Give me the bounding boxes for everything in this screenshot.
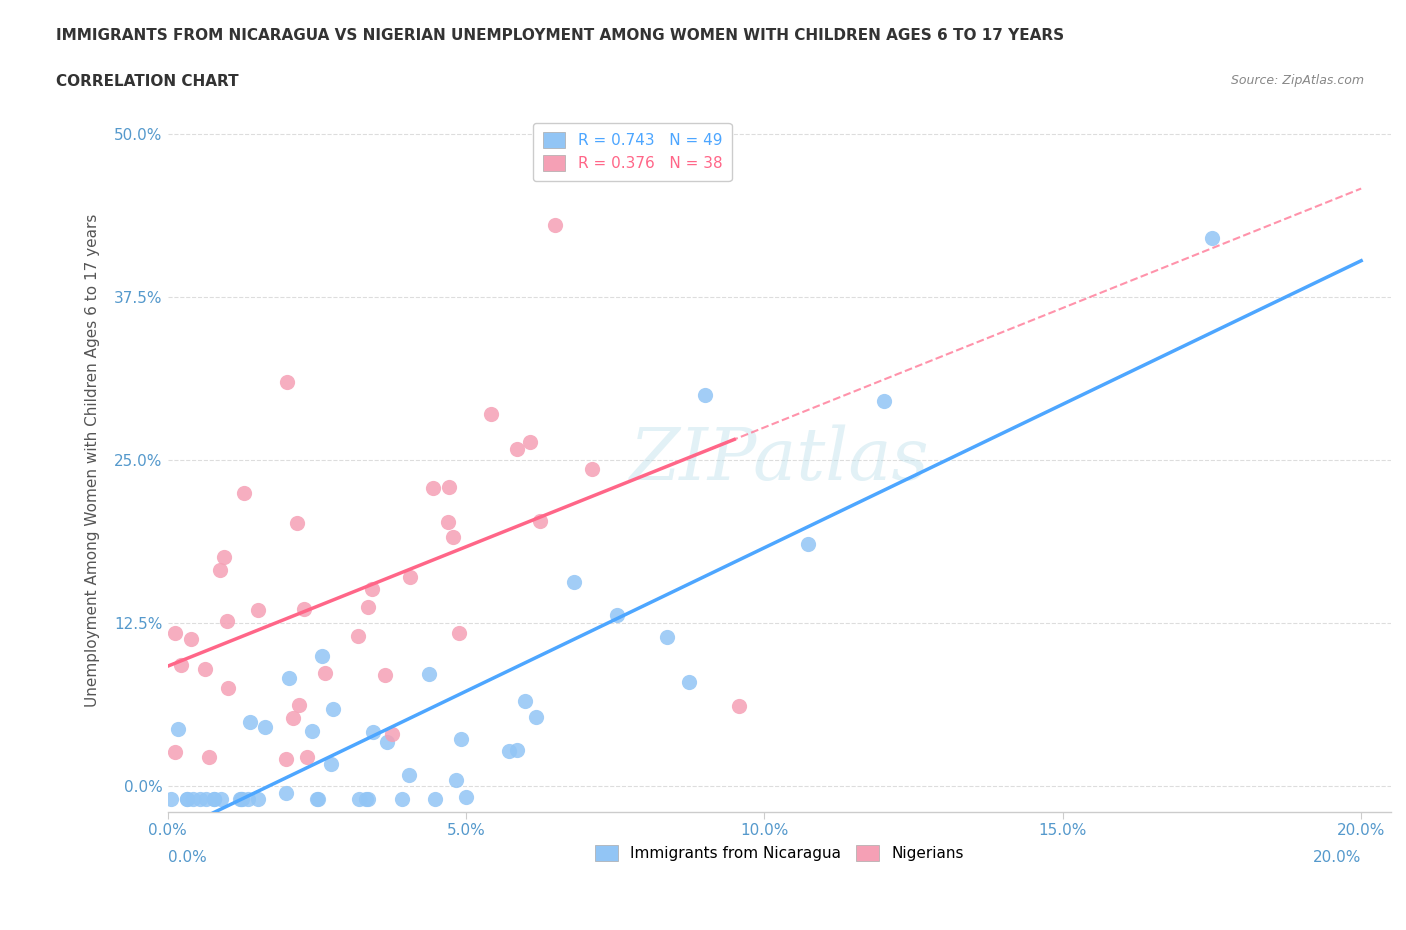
Point bbox=[456, 790, 478, 804]
Point bbox=[239, 715, 262, 730]
Point bbox=[418, 666, 440, 681]
Point bbox=[209, 791, 232, 806]
Point bbox=[441, 530, 464, 545]
Point bbox=[231, 791, 253, 806]
Point bbox=[1201, 231, 1223, 246]
Point bbox=[513, 693, 536, 708]
Point bbox=[285, 516, 308, 531]
Point bbox=[437, 515, 460, 530]
Point bbox=[314, 666, 336, 681]
Point bbox=[159, 791, 181, 806]
Legend: Immigrants from Nicaragua, Nigerians: Immigrants from Nicaragua, Nigerians bbox=[589, 839, 970, 868]
Point bbox=[197, 750, 219, 764]
Point bbox=[562, 575, 585, 590]
Point bbox=[228, 791, 250, 806]
Point bbox=[194, 661, 217, 676]
Point bbox=[422, 481, 444, 496]
Point bbox=[439, 480, 461, 495]
Point bbox=[444, 773, 467, 788]
Point bbox=[361, 581, 384, 596]
Point bbox=[181, 791, 204, 806]
Point bbox=[247, 603, 270, 618]
Point bbox=[276, 374, 298, 389]
Point bbox=[274, 751, 297, 766]
Point bbox=[278, 671, 301, 685]
Point bbox=[657, 630, 679, 644]
Text: Source: ZipAtlas.com: Source: ZipAtlas.com bbox=[1230, 74, 1364, 87]
Point bbox=[347, 629, 370, 644]
Text: CORRELATION CHART: CORRELATION CHART bbox=[56, 74, 239, 89]
Point bbox=[354, 791, 377, 806]
Point bbox=[208, 563, 231, 578]
Point bbox=[357, 599, 380, 614]
Point bbox=[247, 791, 270, 806]
Point bbox=[544, 218, 567, 232]
Text: IMMIGRANTS FROM NICARAGUA VS NIGERIAN UNEMPLOYMENT AMONG WOMEN WITH CHILDREN AGE: IMMIGRANTS FROM NICARAGUA VS NIGERIAN UN… bbox=[56, 28, 1064, 43]
Point bbox=[449, 626, 471, 641]
Point bbox=[398, 767, 420, 782]
Point bbox=[212, 550, 235, 565]
Point bbox=[349, 791, 371, 806]
Point bbox=[873, 393, 896, 408]
Point bbox=[202, 791, 225, 806]
Point bbox=[176, 791, 198, 806]
Point bbox=[163, 625, 186, 640]
Point bbox=[450, 732, 472, 747]
Point bbox=[254, 720, 277, 735]
Point bbox=[170, 658, 193, 672]
Point bbox=[311, 649, 333, 664]
Point bbox=[180, 631, 202, 646]
Point bbox=[229, 791, 252, 806]
Point bbox=[217, 613, 239, 628]
Point bbox=[529, 513, 551, 528]
Point bbox=[232, 485, 254, 500]
Point bbox=[217, 681, 239, 696]
Point bbox=[524, 710, 547, 724]
Point bbox=[195, 791, 218, 806]
Point bbox=[166, 722, 188, 737]
Point bbox=[307, 791, 329, 806]
Point bbox=[398, 569, 420, 584]
Point bbox=[188, 791, 211, 806]
Text: 20.0%: 20.0% bbox=[1313, 850, 1361, 866]
Point bbox=[381, 726, 404, 741]
Point bbox=[281, 711, 304, 725]
Point bbox=[797, 537, 820, 551]
Point bbox=[606, 607, 628, 622]
Point bbox=[301, 724, 323, 738]
Point bbox=[276, 785, 298, 800]
Text: ZIPatlas: ZIPatlas bbox=[630, 425, 929, 495]
Point bbox=[295, 750, 318, 764]
Y-axis label: Unemployment Among Women with Children Ages 6 to 17 years: Unemployment Among Women with Children A… bbox=[86, 213, 100, 707]
Point bbox=[176, 791, 198, 806]
Point bbox=[361, 725, 384, 740]
Point bbox=[374, 668, 396, 683]
Point bbox=[423, 791, 446, 806]
Point bbox=[292, 601, 315, 616]
Point bbox=[498, 743, 520, 758]
Point bbox=[163, 745, 186, 760]
Point bbox=[581, 462, 603, 477]
Point bbox=[506, 442, 529, 457]
Point bbox=[678, 674, 700, 689]
Point bbox=[693, 387, 716, 402]
Point bbox=[288, 698, 311, 712]
Point bbox=[519, 434, 541, 449]
Point bbox=[391, 791, 413, 806]
Point bbox=[506, 743, 529, 758]
Point bbox=[375, 735, 398, 750]
Point bbox=[202, 791, 225, 806]
Point bbox=[236, 791, 259, 806]
Point bbox=[322, 702, 344, 717]
Point bbox=[727, 698, 749, 713]
Point bbox=[307, 791, 329, 806]
Point bbox=[479, 407, 502, 422]
Text: 0.0%: 0.0% bbox=[167, 850, 207, 866]
Point bbox=[319, 756, 342, 771]
Point bbox=[357, 791, 380, 806]
